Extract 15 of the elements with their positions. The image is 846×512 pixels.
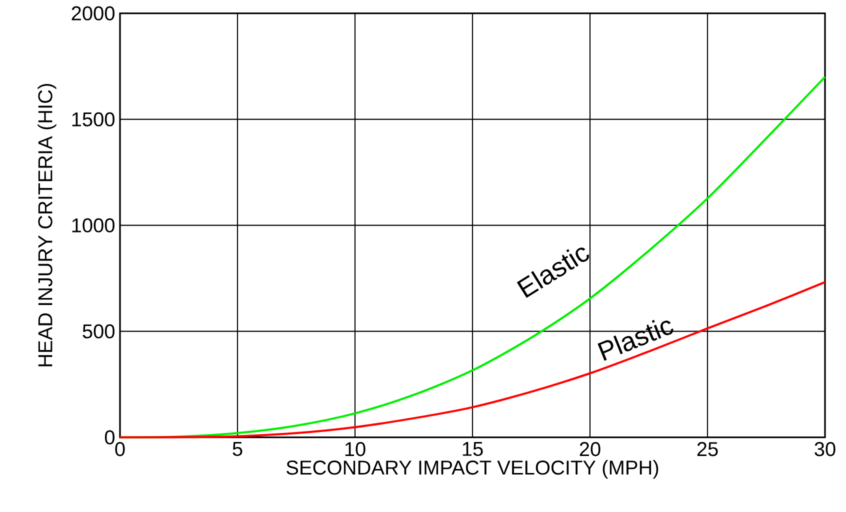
- x-tick-label: 5: [232, 442, 242, 456]
- text: Plastic: [598, 320, 674, 361]
- x-tick-label: 30: [814, 442, 836, 456]
- y-tick-label: 0: [104, 430, 114, 444]
- y-tick-label: 1000: [72, 218, 114, 232]
- x-tick-label: 10: [345, 442, 366, 456]
- x-tick-label: 0: [115, 442, 125, 456]
- y-tick-label: 2000: [72, 6, 114, 20]
- x-tick-label: 20: [580, 442, 600, 456]
- y-axis-title: HEAD INJURY CRITERIA (HIC): [38, 84, 56, 366]
- x-tick-label: 25: [697, 442, 718, 456]
- x-axis-title: SECONDARY IMPACT VELOCITY (MPH): [286, 460, 658, 479]
- y-tick-label: 1500: [72, 112, 114, 126]
- y-tick-label: 500: [82, 324, 114, 338]
- x-tick-label: 15: [462, 442, 483, 456]
